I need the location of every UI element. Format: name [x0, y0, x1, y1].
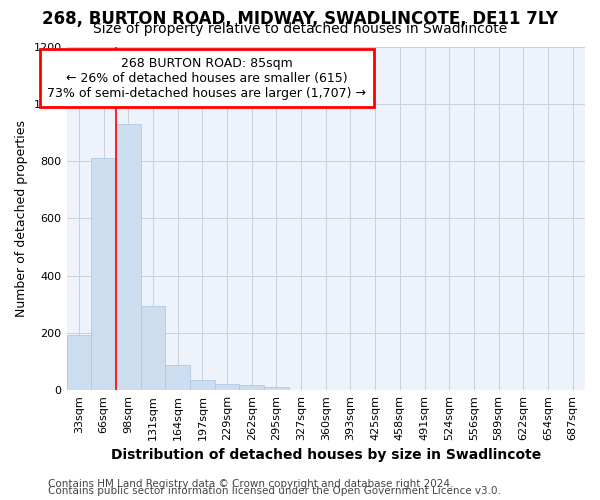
Bar — [67, 335, 91, 390]
Bar — [165, 365, 190, 390]
Bar — [190, 380, 215, 390]
Text: Contains HM Land Registry data © Crown copyright and database right 2024.: Contains HM Land Registry data © Crown c… — [48, 479, 454, 489]
Text: Contains public sector information licensed under the Open Government Licence v3: Contains public sector information licen… — [48, 486, 501, 496]
Text: 268 BURTON ROAD: 85sqm
← 26% of detached houses are smaller (615)
73% of semi-de: 268 BURTON ROAD: 85sqm ← 26% of detached… — [47, 57, 366, 100]
Bar — [239, 386, 264, 390]
Y-axis label: Number of detached properties: Number of detached properties — [15, 120, 28, 317]
X-axis label: Distribution of detached houses by size in Swadlincote: Distribution of detached houses by size … — [110, 448, 541, 462]
Bar — [91, 158, 116, 390]
Text: 268, BURTON ROAD, MIDWAY, SWADLINCOTE, DE11 7LY: 268, BURTON ROAD, MIDWAY, SWADLINCOTE, D… — [42, 10, 558, 28]
Bar — [140, 306, 165, 390]
Bar — [116, 124, 140, 390]
Text: Size of property relative to detached houses in Swadlincote: Size of property relative to detached ho… — [93, 22, 507, 36]
Bar — [215, 384, 239, 390]
Bar — [264, 386, 289, 390]
